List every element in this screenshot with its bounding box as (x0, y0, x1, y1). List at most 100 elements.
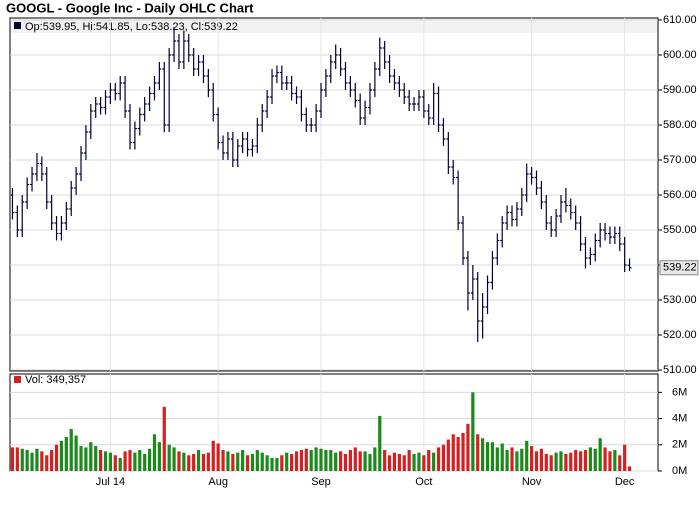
volume-bar (515, 451, 519, 471)
y-tick-label: 580.00 (663, 119, 697, 131)
y-tick-label: 590.00 (663, 84, 697, 96)
volume-bar (84, 447, 88, 471)
volume-bar (471, 392, 475, 471)
volume-tick-label: 4M (672, 412, 687, 424)
volume-bar (520, 448, 524, 471)
volume-bar (54, 444, 59, 471)
legend-band (11, 19, 657, 33)
volume-bar (15, 447, 19, 471)
volume-bar (407, 450, 411, 471)
x-tick-label: Jul 14 (96, 476, 125, 488)
volume-bar (167, 444, 171, 471)
volume-bar (324, 450, 328, 471)
volume-bar (353, 447, 357, 471)
volume-bar (113, 455, 117, 471)
volume-bar (559, 451, 563, 471)
legend-swatch (14, 22, 21, 29)
volume-bar (260, 452, 264, 471)
volume-bar (485, 442, 490, 471)
volume-bar (539, 448, 543, 471)
volume-bar (578, 451, 583, 471)
volume-bar (143, 453, 147, 471)
volume-bar (329, 450, 333, 471)
volume-bar (588, 447, 592, 471)
volume-bar (216, 443, 220, 471)
volume-tick-label: 0M (672, 465, 687, 477)
volume-bar (99, 450, 103, 471)
volume-bar (363, 451, 367, 471)
volume-bar (613, 450, 617, 471)
volume-bar (147, 448, 152, 471)
y-tick-label: 550.00 (663, 224, 697, 236)
volume-bar (255, 450, 259, 471)
volume-bar (123, 451, 127, 471)
volume-bar (128, 450, 132, 471)
volume-bar (177, 451, 181, 471)
volume-bar (226, 451, 230, 471)
volume-bar (285, 452, 289, 471)
x-tick-label: Oct (415, 476, 432, 488)
volume-bar (211, 440, 215, 471)
volume-bar (299, 450, 304, 471)
volume-bar (280, 455, 284, 471)
volume-bar (152, 434, 157, 471)
chart-title: GOOGL - Google Inc - Daily OHLC Chart (6, 0, 254, 15)
volume-bar (319, 448, 323, 471)
volume-bar (309, 450, 313, 471)
y-tick-label: 510.00 (663, 364, 697, 376)
volume-bar (138, 450, 142, 471)
volume-bar (231, 453, 235, 471)
volume-bar (338, 451, 343, 471)
volume-bar (348, 450, 352, 471)
volume-bar (387, 455, 392, 471)
y-tick-label: 520.00 (663, 329, 697, 341)
volume-bar (417, 452, 421, 471)
volume-bar (50, 450, 54, 471)
volume-bar (608, 451, 612, 471)
volume-bar (89, 442, 93, 471)
volume-bar (236, 452, 240, 471)
volume-bar (241, 450, 245, 471)
volume-bar (569, 452, 573, 471)
volume-bar (64, 436, 68, 471)
volume-bar (245, 455, 250, 471)
volume-bar (187, 455, 191, 471)
x-tick-label: Sep (311, 476, 331, 488)
volume-bar (133, 452, 137, 471)
volume-bar (30, 452, 34, 471)
volume-bar (20, 448, 24, 471)
volume-bar (94, 446, 98, 471)
volume-bar (157, 442, 161, 471)
volume-bar (525, 440, 529, 471)
volume-bar (45, 455, 49, 471)
x-tick-label: Nov (522, 476, 542, 488)
volume-bar (623, 444, 627, 471)
volume-tick-label: 6M (672, 386, 687, 398)
volume-bar (358, 451, 362, 471)
volume-bar (373, 447, 377, 471)
volume-bar (446, 439, 450, 471)
volume-bar (294, 451, 299, 471)
volume-bar (583, 450, 588, 471)
volume-bar (182, 452, 186, 471)
volume-bar (103, 451, 108, 471)
volume-bar (505, 450, 509, 471)
volume-tick-label: 2M (672, 439, 687, 451)
volume-bar (25, 450, 29, 471)
volume-bar (314, 447, 318, 471)
volume-bar (481, 438, 485, 471)
volume-bar (461, 432, 465, 471)
volume-swatch (14, 376, 21, 383)
volume-bar (383, 450, 387, 471)
volume-bar (627, 466, 632, 471)
volume-bar (69, 429, 73, 471)
volume-bar (534, 451, 539, 471)
volume-bar (466, 423, 470, 471)
x-tick-label: Dec (615, 476, 635, 488)
volume-bar (378, 415, 382, 471)
volume-bar (500, 443, 504, 471)
volume-bar (206, 452, 210, 471)
volume-bar (196, 450, 201, 471)
volume-bar (490, 442, 495, 471)
